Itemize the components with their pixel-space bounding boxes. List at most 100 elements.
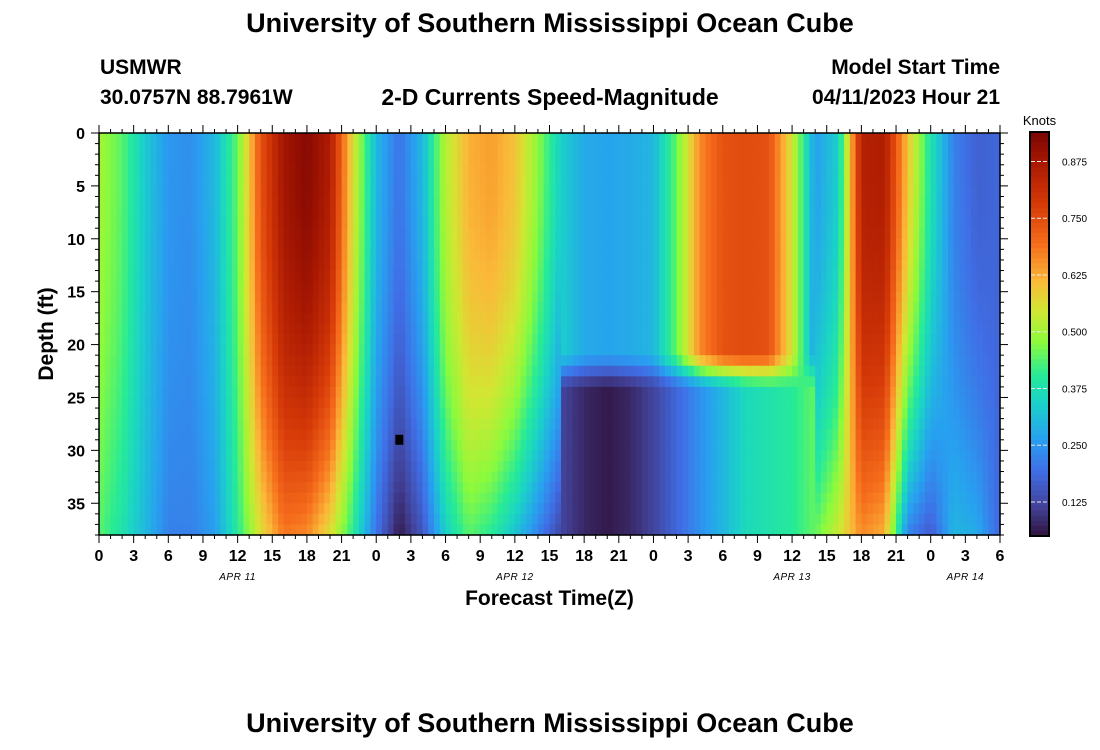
heatmap-cell [99,185,106,198]
heatmap-cell [514,217,522,229]
heatmap-cell [613,259,620,272]
heatmap-cell [514,344,522,356]
heatmap-cell [716,207,724,219]
heatmap-cell [405,196,412,208]
heatmap-cell [278,334,285,346]
heatmap-cell [815,312,822,325]
heatmap-cell [561,471,568,483]
heatmap-cell [451,281,458,293]
heatmap-cell [312,344,320,356]
heatmap-cell [497,418,504,430]
heatmap-cell [451,164,458,176]
heatmap-cell [243,418,250,430]
heatmap-cell [283,397,291,409]
heatmap-cell [705,334,712,346]
heatmap-cell [405,207,412,219]
heatmap-cell [433,196,441,208]
heatmap-cell [393,408,400,420]
heatmap-cell [139,217,146,229]
heatmap-cell [474,334,481,346]
heatmap-cell [445,503,452,515]
heatmap-cell [249,492,256,504]
heatmap-cell [295,185,302,198]
heatmap-cell [387,259,395,272]
heatmap-cell [399,249,406,261]
heatmap-cell [410,249,418,261]
heatmap-cell [162,492,169,504]
heatmap-cell [682,249,689,261]
heatmap-cell [497,344,504,356]
heatmap-cell [699,302,707,314]
heatmap-cell [376,238,383,250]
heatmap-cell [358,312,366,325]
heatmap-cell [191,207,198,219]
heatmap-cell [341,408,348,420]
heatmap-cell [722,323,730,335]
heatmap-cell [734,513,741,526]
heatmap-cell [202,418,210,430]
heatmap-cell [191,460,198,473]
heatmap-cell [116,344,123,356]
page-title: University of Southern Mississippi Ocean… [246,8,854,38]
heatmap-cell [382,460,389,473]
heatmap-cell [665,524,672,536]
heatmap-cell [641,217,649,229]
heatmap-cell [422,185,429,198]
heatmap-cell [693,196,701,208]
heatmap-cell [301,418,308,430]
heatmap-cell [716,482,724,494]
heatmap-cell [699,207,707,219]
heatmap-cell [763,228,770,240]
heatmap-cell [838,503,845,515]
heatmap-cell [763,154,770,166]
heatmap-cell [110,281,117,293]
heatmap-cell [745,281,753,293]
heatmap-cell [815,217,822,229]
heatmap-cell [613,281,620,293]
heatmap-cell [485,334,493,346]
heatmap-cell [197,439,204,451]
heatmap-cell [370,460,377,473]
heatmap-cell [226,249,233,261]
heatmap-cell [745,270,753,282]
heatmap-cell [497,471,504,483]
heatmap-cell [156,164,164,176]
heatmap-cell [468,185,476,198]
heatmap-cell [699,228,707,240]
heatmap-cell [428,175,435,187]
heatmap-cell [318,344,325,356]
heatmap-cell [740,228,747,240]
heatmap-cell [231,133,239,145]
heatmap-cell [416,365,424,377]
heatmap-cell [260,217,268,229]
heatmap-cell [243,365,250,377]
heatmap-cell [197,270,204,282]
heatmap-cell [208,376,216,388]
heatmap-cell [705,450,712,462]
heatmap-cell [665,471,672,483]
heatmap-cell [665,143,672,155]
heatmap-cell [306,439,314,451]
heatmap-cell [174,228,181,240]
heatmap-cell [358,397,366,409]
heatmap-cell [768,249,776,261]
heatmap-cell [630,164,637,176]
heatmap-cell [191,312,198,325]
heatmap-cell [110,238,117,250]
heatmap-cell [618,365,626,377]
heatmap-cell [162,217,169,229]
heatmap-cell [786,482,793,494]
heatmap-cell [150,133,158,145]
heatmap-cell [330,249,337,261]
heatmap-cell [745,323,753,335]
heatmap-cell [145,482,152,494]
heatmap-cell [231,185,239,198]
heatmap-cell [584,429,591,441]
heatmap-cell [122,175,129,187]
heatmap-cell [116,503,123,515]
heatmap-cell [324,154,331,166]
heatmap-cell [509,355,516,367]
heatmap-cell [722,238,730,250]
heatmap-cell [688,450,695,462]
heatmap-cell [613,175,620,187]
